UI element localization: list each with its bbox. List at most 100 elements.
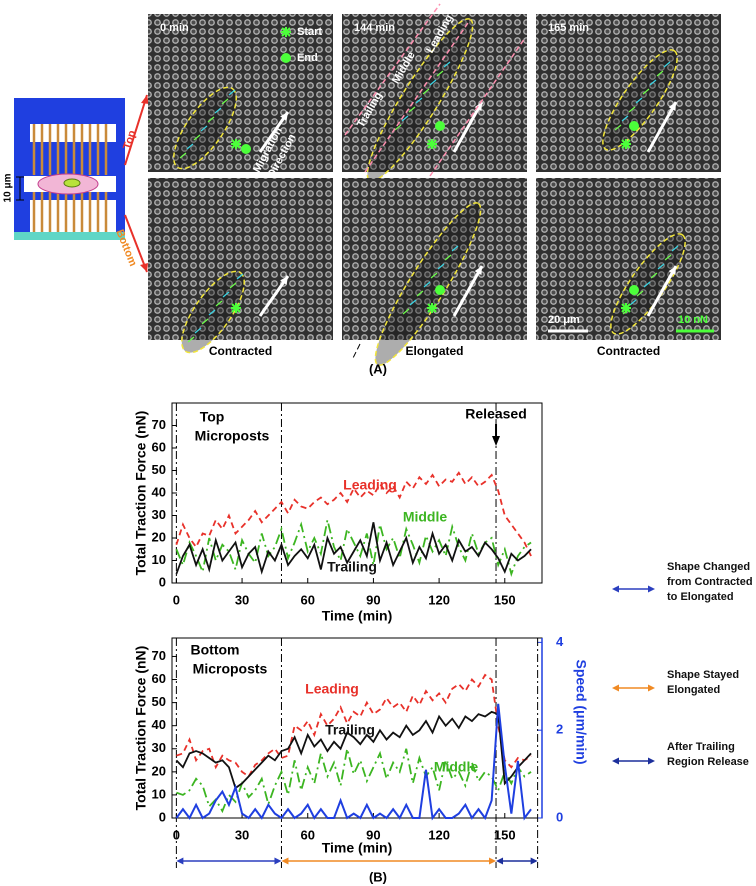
force-vector [222, 291, 230, 298]
force-vector [649, 79, 657, 86]
legend-label: Shape Stayed Elongated [667, 669, 740, 696]
force-vector [408, 106, 416, 113]
region-divider [364, 19, 471, 173]
force-vector [228, 89, 236, 96]
scale-bar-label: 10 nN [678, 314, 708, 326]
series-line [175, 703, 532, 821]
legend-label: Shape Changed from Contracted to Elongat… [667, 561, 753, 603]
region-divider [429, 37, 526, 177]
x-tick-label: 30 [235, 592, 249, 607]
x-tick-label: 150 [494, 592, 516, 607]
panel-annotation: Microposts [193, 661, 268, 677]
force-vector [657, 263, 665, 270]
force-vector [451, 245, 459, 252]
image-caption: Contracted [209, 344, 272, 358]
time-label: 144 min [354, 22, 395, 34]
series-line [175, 519, 532, 577]
y-tick-label: 20 [152, 763, 166, 778]
y-tick-label: 10 [152, 786, 166, 801]
y-tick-label: 60 [152, 439, 166, 454]
panel-annotation: Top [200, 409, 225, 425]
migration-arrow [258, 275, 290, 317]
force-vector [628, 106, 636, 113]
y-tick-label: 40 [152, 484, 166, 499]
arrow-head [612, 684, 619, 692]
arrow-head [140, 263, 148, 272]
schematic-substrate [14, 232, 125, 240]
force-vector [621, 115, 629, 122]
image-caption: Elongated [405, 344, 463, 358]
force-vector [663, 61, 671, 68]
y-tick-label: 30 [152, 740, 166, 755]
legend-label: After Trailing Region Release [667, 741, 749, 768]
x-axis-label: Time (min) [322, 608, 393, 624]
arrow-head [648, 684, 655, 692]
arrow-head [668, 102, 676, 111]
y-tick-label: 30 [152, 507, 166, 522]
arrow-head [281, 857, 289, 865]
arrow-head [668, 266, 676, 275]
arrow-head [492, 436, 501, 446]
time-label: 165 min [548, 22, 589, 34]
x-tick-label: 90 [366, 827, 380, 842]
divider [351, 343, 361, 361]
series-line [175, 522, 532, 575]
x-tick-label: 150 [494, 827, 516, 842]
arrow-head [489, 857, 497, 865]
legend-end-marker [281, 53, 291, 63]
series-line [176, 673, 532, 778]
force-vector [229, 282, 237, 289]
time-label: 0 min [160, 22, 189, 34]
arrow-head [274, 857, 282, 865]
y-tick-label: 70 [152, 648, 166, 663]
force-vector [394, 124, 402, 131]
end-marker [629, 121, 639, 131]
force-vector [671, 245, 679, 252]
arrow-head [141, 95, 149, 104]
region-divider [344, 3, 441, 136]
series-label: Leading [305, 681, 359, 697]
y-axis-label: Total Traction Force (nN) [133, 411, 149, 576]
force-vector [614, 124, 622, 131]
y2-tick-label: 2 [556, 722, 563, 737]
x-tick-label: 90 [366, 592, 380, 607]
force-vector [402, 308, 410, 315]
schematic-nucleus [63, 178, 81, 188]
force-vector [194, 327, 202, 334]
schematic-top-label: Top [121, 129, 138, 151]
force-vector [664, 254, 672, 261]
micrograph [148, 178, 333, 340]
series-label: Middle [403, 509, 448, 525]
arrow-head [280, 112, 288, 121]
force-vector [436, 70, 444, 77]
force-vector [214, 107, 222, 114]
x-axis-label: Time (min) [322, 840, 393, 856]
x-tick-label: 30 [235, 827, 249, 842]
force-vector [221, 98, 229, 105]
start-marker [281, 27, 291, 37]
arrow-head [474, 266, 482, 275]
series-line [176, 748, 532, 814]
force-vector [423, 281, 431, 288]
force-vector [430, 272, 438, 279]
force-vector [201, 318, 209, 325]
series-label: Trailing [327, 559, 377, 575]
schematic: 10 μm Top Bottom [3, 94, 149, 273]
micrograph [148, 14, 333, 172]
force-vector [642, 88, 650, 95]
force-vector [215, 300, 223, 307]
force-vector [643, 281, 651, 288]
start-marker [621, 303, 631, 313]
arrow-head [280, 276, 288, 285]
force-vector [629, 299, 637, 306]
arrow-head [612, 585, 619, 593]
force-vector [636, 290, 644, 297]
force-vector [415, 97, 423, 104]
legend-start: Start [297, 26, 322, 38]
force-vector [635, 97, 643, 104]
x-tick-label: 120 [428, 827, 450, 842]
migration-arrow [452, 265, 484, 317]
start-marker [621, 139, 631, 149]
arrow-head [530, 857, 538, 865]
